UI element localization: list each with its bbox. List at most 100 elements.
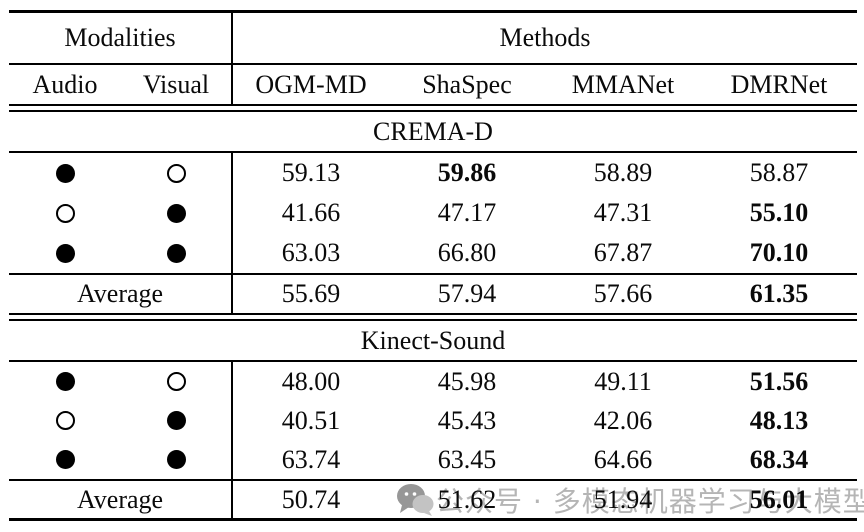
audio-modality-cell [9, 153, 121, 193]
metric-value: 67.87 [593, 238, 653, 267]
metric-value: 45.98 [437, 366, 497, 396]
metric-cell: 48.00 [233, 362, 389, 401]
metric-value: 68.34 [749, 444, 809, 474]
metric-cell: 47.17 [389, 193, 545, 233]
metric-cell: 51.56 [701, 362, 857, 401]
metric-value: 58.89 [593, 158, 653, 187]
visual-state-icon [166, 372, 186, 391]
metric-cell: 45.43 [389, 401, 545, 440]
visual-state-icon [166, 203, 186, 223]
watermark-text: 公众号 · 多模态机器学习与大模型 [436, 485, 864, 518]
metric-cell: 68.34 [701, 440, 857, 479]
header-rule [9, 63, 857, 65]
double-rule [9, 104, 857, 112]
section-rule [9, 360, 857, 362]
metric-value: 42.06 [593, 405, 653, 435]
column-header-mmanet: MMANet [571, 69, 675, 99]
table-row: 63.74 63.45 64.66 68.34 [9, 440, 857, 479]
visual-state-icon [166, 411, 186, 430]
metric-cell: 67.87 [545, 233, 701, 273]
metric-cell: 58.89 [545, 153, 701, 193]
average-label-cell: Average [9, 275, 233, 313]
section-title: Kinect-Sound [360, 325, 506, 355]
audio-modality-cell [9, 401, 121, 440]
metric-cell: 51.94 [545, 481, 701, 518]
column-header-dmrnet: DMRNet [730, 69, 828, 99]
audio-state-icon [55, 372, 75, 391]
visual-state-icon [166, 450, 186, 469]
table-row: 41.66 47.17 47.31 55.10 [9, 193, 857, 233]
visual-modality-cell [121, 193, 233, 233]
metric-value: 51.62 [437, 484, 497, 514]
metric-value: 56.01 [749, 484, 809, 514]
modalities-header-label: Modalities [64, 23, 176, 52]
audio-modality-cell [9, 233, 121, 273]
metric-cell: 63.74 [233, 440, 389, 479]
metric-value: 55.69 [281, 279, 341, 308]
table-row: 48.00 45.98 49.11 51.56 [9, 362, 857, 401]
metric-cell: 59.86 [389, 153, 545, 193]
column-header-audio: Audio [32, 69, 98, 99]
metric-cell: 40.51 [233, 401, 389, 440]
average-label-cell: Average [9, 481, 233, 518]
visual-modality-cell [121, 401, 233, 440]
watermark: 公众号 · 多模态机器学习与大模型 [396, 480, 864, 520]
metric-value: 55.10 [749, 198, 809, 227]
metric-cell: 48.13 [701, 401, 857, 440]
visual-modality-cell [121, 233, 233, 273]
metric-value: 59.13 [281, 158, 341, 187]
metric-cell: 61.35 [701, 275, 857, 313]
metric-cell: 41.66 [233, 193, 389, 233]
metric-cell: 57.66 [545, 275, 701, 313]
metric-cell: 50.74 [233, 481, 389, 518]
visual-modality-cell [121, 440, 233, 479]
audio-state-icon [55, 243, 75, 263]
metric-value: 63.45 [437, 444, 497, 474]
section-rule [9, 479, 857, 481]
double-rule [9, 313, 857, 321]
metric-cell: 64.66 [545, 440, 701, 479]
section-rule [9, 151, 857, 153]
visual-modality-cell [121, 362, 233, 401]
modalities-header: Modalities [9, 13, 233, 63]
audio-state-icon [55, 203, 75, 223]
results-table: Modalities Methods Audio Visual OGM-MD S… [9, 10, 857, 521]
column-header-ogm-md: OGM-MD [255, 69, 367, 99]
group-header-row: Modalities Methods [9, 13, 857, 63]
metric-cell: 42.06 [545, 401, 701, 440]
audio-modality-cell [9, 440, 121, 479]
methods-header: Methods [233, 13, 857, 63]
metric-value: 47.17 [437, 198, 497, 227]
metric-value: 48.00 [281, 366, 341, 396]
metric-value: 57.94 [437, 279, 497, 308]
metric-value: 63.74 [281, 444, 341, 474]
metric-cell: 58.87 [701, 153, 857, 193]
metric-value: 66.80 [437, 238, 497, 267]
metric-value: 57.66 [593, 279, 653, 308]
audio-modality-cell [9, 193, 121, 233]
visual-state-icon [166, 163, 186, 183]
metric-value: 40.51 [281, 405, 341, 435]
table-row: 59.13 59.86 58.89 58.87 [9, 153, 857, 193]
metric-cell: 70.10 [701, 233, 857, 273]
average-row: Average 55.69 57.94 57.66 61.35 [9, 275, 857, 313]
column-header-shaspec: ShaSpec [422, 69, 512, 99]
metric-cell: 55.69 [233, 275, 389, 313]
metric-value: 45.43 [437, 405, 497, 435]
metric-value: 70.10 [749, 238, 809, 267]
visual-state-icon [166, 243, 186, 263]
metric-value: 47.31 [593, 198, 653, 227]
metric-cell: 59.13 [233, 153, 389, 193]
table-row: 40.51 45.43 42.06 48.13 [9, 401, 857, 440]
audio-modality-cell [9, 362, 121, 401]
audio-state-icon [55, 450, 75, 469]
metric-value: 58.87 [749, 158, 809, 187]
section-title: CREMA-D [373, 116, 493, 146]
methods-header-label: Methods [499, 23, 591, 52]
table-row: 63.03 66.80 67.87 70.10 [9, 233, 857, 273]
section-title-row-kinect-sound: Kinect-Sound [9, 321, 857, 360]
metric-cell: 51.62 [389, 481, 545, 518]
metric-cell: 45.98 [389, 362, 545, 401]
metric-value: 41.66 [281, 198, 341, 227]
